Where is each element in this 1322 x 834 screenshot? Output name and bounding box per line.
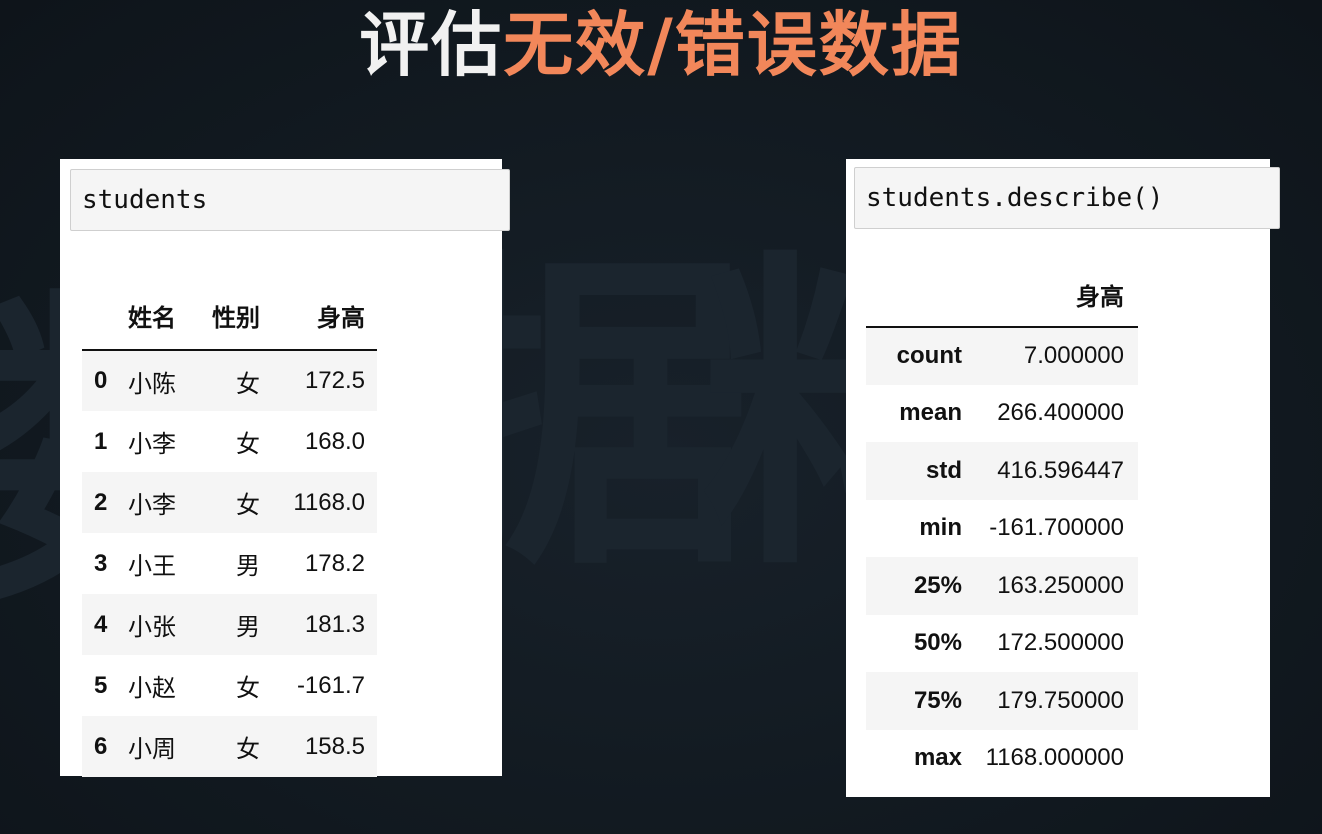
cell-value: 179.750000 [997,686,1124,714]
cell-name: 小周 [128,736,176,763]
table-row: count 7.000000 [866,327,1138,385]
table-row: std 416.596447 [866,442,1138,500]
students-notebook-panel: students 姓名 性别 身高 0 小陈女 172.5 1 小李女 168.0 2 小李女… [60,159,510,777]
table-row: 6 小周 女 158.5 [82,716,377,777]
code-cell-describe[interactable]: students.describe() [854,167,1280,229]
cell-name: 小张 [128,614,176,641]
code-cell-students[interactable]: students [70,169,510,231]
row-stat-label: 75% [913,686,962,714]
row-index: 4 [94,610,108,638]
cell-height: 158.5 [304,732,365,760]
index-header [866,271,962,327]
cell-sex: 男 [236,614,260,641]
table-row: 3 小王 男 178.2 [82,533,377,594]
students-dataframe: 姓名 性别 身高 0 小陈女 172.5 1 小李女 168.0 2 小李女 1168.0 3 小王… [82,298,377,777]
table-row: min -161.700000 [866,500,1138,558]
title-part-orange: 无效/错误数据 [503,4,963,86]
table-row: 0 小陈 女 172.5 [82,350,377,411]
row-stat-label: mean [899,399,962,427]
row-index: 1 [94,427,108,455]
cell-value: 1168.000000 [985,744,1124,772]
slide-title: 评估无效/错误数据 [0,2,1322,88]
cell-height: 181.3 [304,610,365,638]
cell-height: 1168.0 [293,488,365,516]
cell-value: 172.500000 [997,629,1124,657]
describe-notebook-panel: students.describe() 身高 count 7.000000 mean… [846,159,1280,797]
cell-sex: 女 [236,431,260,458]
cell-sex: 女 [236,370,260,398]
row-stat-label: max [913,744,962,772]
row-stat-label: count [896,342,962,370]
cell-value: -161.700000 [989,514,1124,542]
cell-value: 266.400000 [997,399,1124,427]
table-row: 1 小李 女 168.0 [82,411,377,472]
cell-name: 小李 [128,431,176,458]
column-header-sex: 性别 [212,305,260,332]
table-row: 25% 163.250000 [866,557,1138,615]
cell-height: 172.5 [304,367,365,394]
column-header-name: 姓名 [128,305,176,332]
table-header-row: 姓名 性别 身高 [82,298,377,350]
table-row: 4 小张 男 181.3 [82,594,377,655]
cell-name: 小王 [128,553,176,580]
cell-height: -161.7 [296,671,365,699]
cell-name: 小陈 [128,370,176,398]
cell-value: 163.250000 [997,571,1124,599]
row-index: 6 [94,732,108,760]
row-stat-label: 25% [913,571,962,599]
cell-sex: 女 [236,736,260,763]
table-row: 5 小赵 女 -161.7 [82,655,377,716]
cell-value: 416.596447 [997,456,1124,484]
row-index: 5 [94,671,108,699]
cell-height: 178.2 [304,549,365,577]
cell-sex: 女 [236,492,260,519]
table-row: mean 266.400000 [866,385,1138,443]
row-stat-label: min [919,514,962,542]
column-header-height: 身高 [317,305,365,332]
describe-dataframe: 身高 count 7.000000 mean 266.400000 std 416.596… [866,271,1138,787]
column-header-height: 身高 [1076,284,1124,311]
table-row: 50% 172.500000 [866,615,1138,673]
cell-value: 7.000000 [1023,342,1124,370]
row-stat-label: std [926,456,962,484]
table-row: max 1168.000000 [866,730,1138,788]
title-part-white: 评估 [359,4,504,86]
table-row: 75% 179.750000 [866,672,1138,730]
index-header [82,298,128,350]
cell-height: 168.0 [304,427,365,455]
table-header-row: 身高 [866,271,1138,327]
cell-sex: 女 [236,675,260,702]
row-index: 2 [94,488,108,516]
row-stat-label: 50% [913,629,962,657]
row-index: 0 [94,367,108,394]
row-index: 3 [94,549,108,577]
cell-name: 小赵 [128,675,176,702]
cell-sex: 男 [236,553,260,580]
cell-name: 小李 [128,492,176,519]
table-row: 2 小李 女 1168.0 [82,472,377,533]
